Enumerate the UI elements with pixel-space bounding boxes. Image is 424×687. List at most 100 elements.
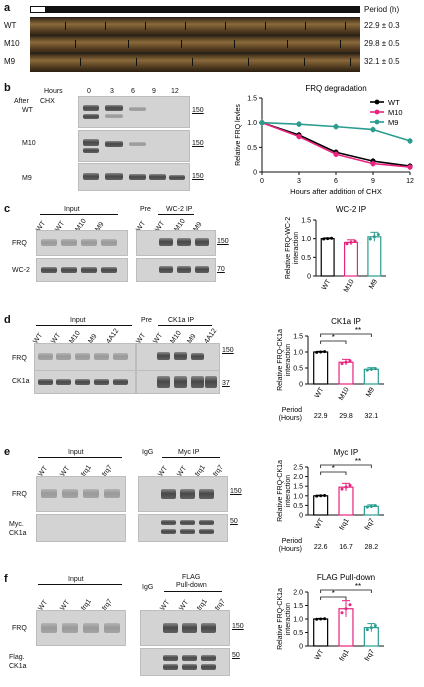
data-point-m10 xyxy=(333,151,339,157)
mw-f-150: 150 xyxy=(232,623,244,630)
hour-3: 3 xyxy=(110,88,114,95)
y-tick-label: 1.5 xyxy=(293,484,303,491)
y-tick-label: 0 xyxy=(253,170,257,177)
chart-title: FRQ degradation xyxy=(305,84,366,93)
replicate-point xyxy=(365,368,369,372)
x-tick-label: frq7 xyxy=(364,648,376,662)
y-tick-label: 0.5 xyxy=(293,503,303,510)
replicate-point xyxy=(340,611,344,615)
e-input-label: Input xyxy=(68,449,84,456)
mw-d-37: 37 xyxy=(222,380,230,387)
x-tick-label: M9 xyxy=(368,278,379,290)
bar-m9 xyxy=(367,236,382,277)
period-label-1: Period xyxy=(282,538,302,545)
e-igg-label: IgG xyxy=(142,449,154,456)
replicate-point xyxy=(344,607,348,611)
mw-c-70: 70 xyxy=(217,266,225,273)
y-tick-label: 1.5 xyxy=(293,334,303,341)
y-tick-label: 0.5 xyxy=(247,145,257,152)
chart-title: FLAG Pull-down xyxy=(317,573,375,582)
sig-marker-1: * xyxy=(332,333,335,342)
d-ip-label: CK1a IP xyxy=(168,317,195,324)
e-row-ck1a: CK1a xyxy=(9,530,27,537)
period-label-1: Period xyxy=(282,407,302,414)
race-tubes xyxy=(30,17,360,72)
replicate-point xyxy=(344,485,348,489)
y-tick-label: 0.5 xyxy=(301,255,311,262)
x-tick-label: 0 xyxy=(260,178,264,185)
y-tick-label: 0 xyxy=(299,644,303,651)
chart-flag-pulldown: FLAG Pull-down 0 0.5 1.0 1.5 2.0 Relative FRQ-… xyxy=(258,572,420,682)
bar-wt xyxy=(320,238,335,277)
x-tick-label: M10 xyxy=(343,278,356,293)
chx-label: CHX xyxy=(40,98,55,105)
blot-c-ip-frq xyxy=(136,230,216,256)
mw-b-1: 150 xyxy=(192,107,204,114)
y-tick-label: 1.0 xyxy=(293,350,303,357)
blot-b-row-m9: M9 xyxy=(22,175,32,182)
mw-f-50: 50 xyxy=(232,652,240,659)
data-point-m10 xyxy=(370,161,376,167)
hour-0: 0 xyxy=(87,88,91,95)
blot-e-ip-frq xyxy=(138,476,228,512)
x-axis-label: Hours after addition of CHX xyxy=(290,187,382,196)
panel-letter-b: b xyxy=(4,82,11,94)
replicate-point xyxy=(319,617,323,621)
y-axis-label-2: interaction xyxy=(285,475,292,507)
y-tick-label: 2.0 xyxy=(293,474,303,481)
x-tick-label: 6 xyxy=(334,178,338,185)
replicate-point xyxy=(323,494,327,498)
replicate-point xyxy=(344,360,348,364)
replicate-point xyxy=(323,617,327,621)
blot-b-wt xyxy=(78,96,190,128)
replicate-point xyxy=(330,236,334,240)
x-tick-label: M10 xyxy=(338,386,351,401)
mw-c-150: 150 xyxy=(217,238,229,245)
bar-m10 xyxy=(343,241,359,277)
blot-d-ip-ck1a xyxy=(136,370,220,394)
f-row-ck1a: CK1a xyxy=(9,663,27,670)
chart-title: CK1a IP xyxy=(331,317,361,326)
chart-ck1a-ip: CK1a IP 0 0.5 1.0 1.5 Relative FRQ-CK1a intera… xyxy=(258,316,420,440)
sig-marker-1: * xyxy=(332,589,335,598)
sig-marker-2: ** xyxy=(355,326,361,335)
data-point-m9 xyxy=(259,120,265,126)
x-tick-label: WT xyxy=(314,648,326,662)
y-tick-label: 1.5 xyxy=(247,96,257,103)
bar-frq1 xyxy=(338,486,354,516)
sig-bracket-2 xyxy=(320,589,372,593)
e-row-myc: Myc. xyxy=(9,521,24,528)
x-tick-label: frq1 xyxy=(339,648,351,662)
replicate-point xyxy=(369,504,373,508)
blot-f-input-frq xyxy=(36,610,126,646)
sig-bracket-1 xyxy=(320,471,347,475)
period-value: 22.9 xyxy=(314,413,328,420)
legend-label-m9: M9 xyxy=(388,118,398,127)
bar-m9 xyxy=(363,368,379,385)
replicate-point xyxy=(365,628,369,632)
data-point-m9 xyxy=(407,138,413,144)
blot-b-row-wt: WT xyxy=(22,107,33,114)
race-label-wt: WT xyxy=(4,21,17,30)
sig-bracket-1 xyxy=(320,596,347,600)
blot-f-ip-frq xyxy=(140,610,230,646)
c-row-frq: FRQ xyxy=(12,240,27,247)
replicate-point xyxy=(345,242,349,246)
d-input-label: Input xyxy=(70,317,86,324)
y-tick-label: 0 xyxy=(299,382,303,389)
sig-marker-2: ** xyxy=(355,457,361,466)
data-point-m9 xyxy=(296,121,302,127)
period-m10: 29.8 ± 0.5 xyxy=(364,39,400,48)
panel-letter-c: c xyxy=(4,203,11,215)
period-m9: 32.1 ± 0.5 xyxy=(364,57,400,66)
f-input-label: Input xyxy=(68,576,84,583)
replicate-point xyxy=(315,350,319,354)
period-value: 32.1 xyxy=(365,413,379,420)
replicate-point xyxy=(319,494,323,498)
f-row-flag: Flag. xyxy=(9,654,25,661)
data-point-m9 xyxy=(333,124,339,130)
replicate-point xyxy=(373,504,377,508)
c-pre-label: Pre xyxy=(140,206,151,213)
chart-frq-degradation: FRQ degradation 0 0.5 1.0 1.5 0 3 6 9 12 Hours aft… xyxy=(224,82,420,198)
f-ip-label-2: Pull-down xyxy=(176,582,207,589)
